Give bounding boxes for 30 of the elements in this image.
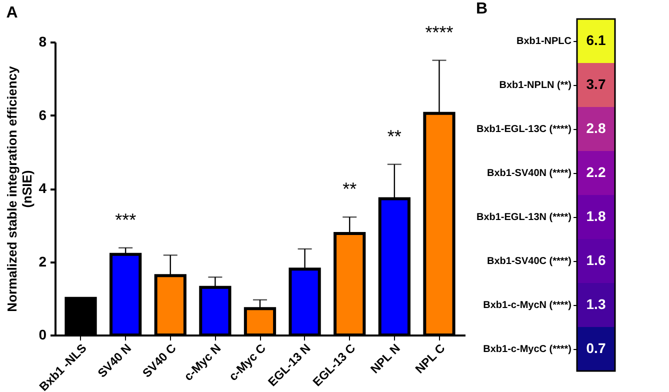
y-tick-label: 6 [38, 106, 47, 123]
y-tick-label: Bxb1-EGL-13N (****) [476, 212, 572, 223]
x-tick-label: NPL N [368, 341, 403, 376]
data-label: 1.6 [586, 252, 606, 268]
data-label: 1.8 [586, 208, 606, 224]
data-label: 2.2 [586, 164, 606, 180]
y-tick-label: 8 [38, 34, 47, 50]
data-label: 6.1 [586, 32, 606, 48]
y-tick-label: Bxb1-c-MycN (****) [483, 300, 572, 311]
data-label: 2.8 [586, 120, 606, 136]
x-tick-label: NPL C [412, 340, 448, 376]
y-tick-label: 4 [38, 180, 47, 196]
annotation: **** [425, 22, 454, 42]
y-tick-label: Bxb1-NPLN (**) [499, 80, 572, 91]
y-axis-title: Normalized stable integration efficiency (nSIE) [4, 65, 35, 312]
data-label: 3.7 [586, 76, 606, 92]
y-tick-label: Bxb1-SV40C (****) [487, 256, 572, 267]
annotation: ** [387, 126, 402, 146]
chart-title: B [476, 0, 488, 18]
y-tick-label: Bxb1-EGL-13C (****) [476, 124, 572, 135]
y-tick-label: 0 [38, 326, 47, 342]
annotation: *** [115, 210, 136, 230]
y-tick-label: Bxb1-NPLC [516, 36, 572, 47]
data-label: 0.7 [586, 340, 606, 356]
chart-title: A [6, 4, 18, 22]
data-label: 1.3 [586, 296, 606, 312]
y-tick-label: Bxb1-c-MycC (****) [483, 344, 572, 355]
annotation: ** [342, 179, 357, 200]
y-tick-label: 2 [38, 253, 47, 270]
y-tick-label: Bxb1-SV40N (****) [487, 168, 572, 179]
